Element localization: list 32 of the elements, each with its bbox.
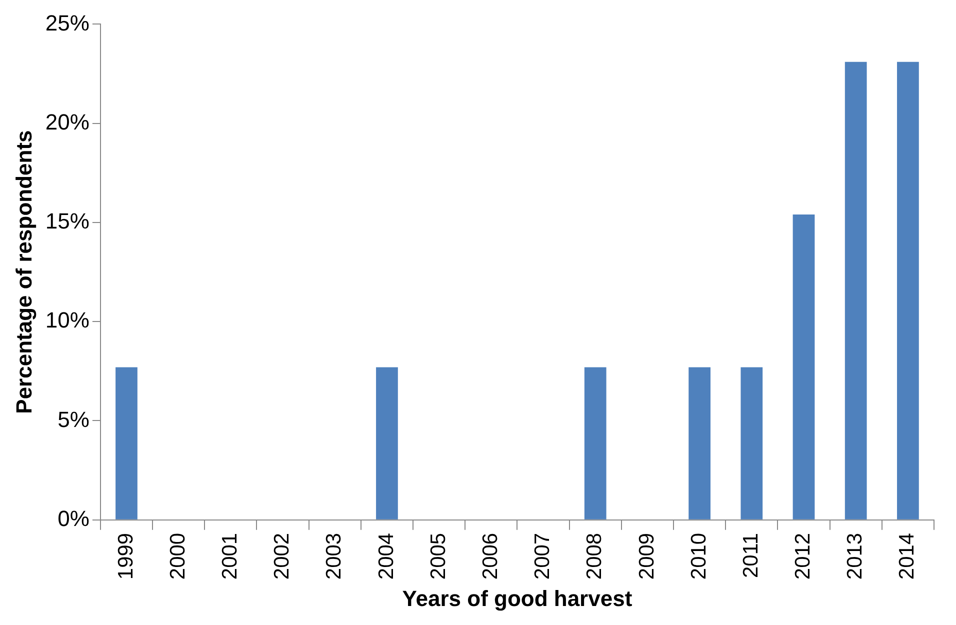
bar xyxy=(688,367,710,520)
y-axis-title: Percentage of respondents xyxy=(11,130,36,414)
x-tick-label: 2003 xyxy=(322,532,346,580)
x-tick-label: 2006 xyxy=(478,532,502,580)
x-tick-label: 2005 xyxy=(426,532,450,580)
bar xyxy=(792,214,815,520)
bar xyxy=(116,367,138,520)
x-tick-label: 2013 xyxy=(844,532,867,580)
bar xyxy=(740,367,763,520)
x-tick-label: 2009 xyxy=(635,532,658,580)
y-tick-label: 5% xyxy=(58,406,90,432)
bar xyxy=(376,367,398,520)
x-tick-label: 2002 xyxy=(270,532,294,580)
x-tick-label: 2010 xyxy=(687,532,710,580)
x-tick-label: 2000 xyxy=(166,532,190,580)
x-tick-label: 2011 xyxy=(739,532,762,578)
x-tick-label: 2004 xyxy=(374,532,398,580)
x-tick-label: 2008 xyxy=(583,532,606,580)
y-tick-label: 10% xyxy=(45,308,90,333)
x-tick-label: 2014 xyxy=(896,532,919,580)
x-tick-label: 2007 xyxy=(531,532,554,580)
bar xyxy=(584,367,606,520)
bar xyxy=(897,62,919,520)
y-tick-label: 15% xyxy=(45,208,90,234)
y-tick-label: 0% xyxy=(58,506,90,531)
x-tick-label: 2012 xyxy=(792,532,815,580)
x-tick-label: 2001 xyxy=(218,532,242,580)
bar xyxy=(844,62,867,520)
y-tick-label: 25% xyxy=(45,10,90,36)
x-axis-title: Years of good harvest xyxy=(402,586,633,611)
y-tick-label: 20% xyxy=(45,109,90,134)
x-tick-label: 1999 xyxy=(114,532,138,580)
